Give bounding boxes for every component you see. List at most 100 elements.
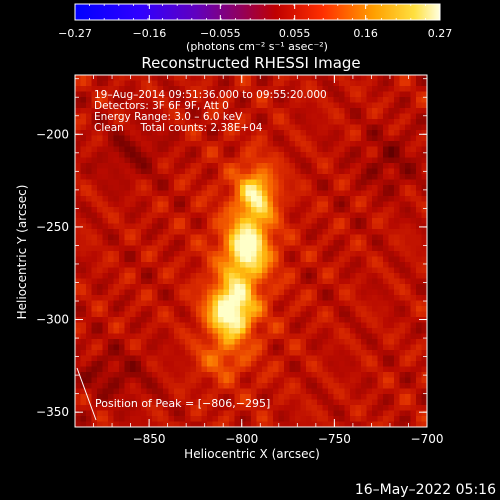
heatmap-cell <box>273 229 279 235</box>
heatmap-cell <box>223 179 230 186</box>
heatmap-cell <box>278 322 285 329</box>
heatmap-cell <box>267 372 274 378</box>
heatmap-cell <box>284 421 290 427</box>
heatmap-cell <box>311 317 318 323</box>
heatmap-cell <box>377 240 384 246</box>
heatmap-cell <box>311 410 318 417</box>
heatmap-cell <box>306 130 312 136</box>
heatmap-cell <box>196 267 202 274</box>
heatmap-cell <box>152 262 158 268</box>
heatmap-cell <box>377 295 384 301</box>
heatmap-cell <box>102 157 109 164</box>
heatmap-cell <box>190 119 197 125</box>
heatmap-cell <box>383 306 389 312</box>
heatmap-cell <box>135 146 142 153</box>
heatmap-cell <box>245 388 252 395</box>
heatmap-cell <box>267 394 274 400</box>
heatmap-cell <box>278 86 285 92</box>
heatmap-cell <box>278 350 285 356</box>
heatmap-cell <box>267 207 274 213</box>
heatmap-cell <box>339 410 345 417</box>
heatmap-cell <box>289 377 296 384</box>
heatmap-cell <box>289 355 296 362</box>
heatmap-cell <box>168 163 175 169</box>
heatmap-cell <box>207 179 213 186</box>
heatmap-cell <box>361 223 367 230</box>
heatmap-cell <box>190 229 197 235</box>
heatmap-cell <box>218 141 224 147</box>
heatmap-cell <box>152 196 158 202</box>
heatmap-cell <box>157 372 164 378</box>
heatmap-cell <box>190 355 197 362</box>
heatmap-cell <box>196 212 202 219</box>
heatmap-cell <box>119 306 125 312</box>
heatmap-cell <box>102 91 109 98</box>
heatmap-cell <box>174 355 180 362</box>
heatmap-cell <box>410 383 417 389</box>
heatmap-cell <box>306 223 312 230</box>
heatmap-cell <box>113 372 120 378</box>
heatmap-cell <box>366 372 373 378</box>
heatmap-cell <box>196 262 202 268</box>
heatmap-cell <box>218 251 224 257</box>
heatmap-cell <box>108 421 114 427</box>
heatmap-cell <box>234 146 241 153</box>
heatmap-cell <box>410 190 417 197</box>
heatmap-cell <box>141 273 147 279</box>
heatmap-cell <box>196 146 202 153</box>
heatmap-cell <box>410 339 417 345</box>
heatmap-cell <box>278 388 285 395</box>
heatmap-cell <box>410 75 417 81</box>
heatmap-cell <box>102 80 109 87</box>
heatmap-cell <box>212 311 219 318</box>
heatmap-cell <box>102 366 109 373</box>
heatmap-cell <box>311 212 318 219</box>
heatmap-cell <box>394 377 400 384</box>
heatmap-cell <box>75 273 81 279</box>
heatmap-cell <box>174 141 180 147</box>
heatmap-cell <box>240 146 246 153</box>
heatmap-cell <box>240 322 246 329</box>
heatmap-cell <box>174 410 180 417</box>
heatmap-cell <box>278 421 285 427</box>
heatmap-cell <box>306 229 312 235</box>
heatmap-cell <box>416 108 422 114</box>
heatmap-cell <box>306 350 312 356</box>
heatmap-cell <box>339 163 345 169</box>
heatmap-cell <box>86 372 92 378</box>
heatmap-cell <box>333 102 340 109</box>
heatmap-cell <box>86 218 92 224</box>
heatmap-cell <box>80 339 87 345</box>
heatmap-cell <box>207 223 213 230</box>
heatmap-cell <box>405 262 411 268</box>
heatmap-cell <box>394 240 400 246</box>
heatmap-cell <box>251 218 257 224</box>
heatmap-cell <box>295 311 301 318</box>
heatmap-cell <box>350 207 356 213</box>
heatmap-cell <box>372 421 378 427</box>
heatmap-cell <box>372 196 378 202</box>
heatmap-cell <box>344 355 351 362</box>
heatmap-cell <box>317 157 323 164</box>
heatmap-cell <box>251 306 257 312</box>
heatmap-cell <box>97 278 103 285</box>
heatmap-cell <box>394 102 400 109</box>
heatmap-cell <box>355 80 362 87</box>
heatmap-cell <box>410 223 417 230</box>
heatmap-cell <box>366 333 373 340</box>
heatmap-cell <box>328 212 334 219</box>
heatmap-cell <box>234 245 241 252</box>
heatmap-cell <box>113 306 120 312</box>
heatmap-cell <box>289 416 296 422</box>
heatmap-cell <box>388 372 395 378</box>
heatmap-cell <box>152 372 158 378</box>
heatmap-cell <box>394 289 400 296</box>
heatmap-cell <box>163 91 169 98</box>
heatmap-cell <box>152 240 158 246</box>
heatmap-cell <box>355 383 362 389</box>
heatmap-cell <box>344 157 351 164</box>
heatmap-cell <box>339 289 345 296</box>
heatmap-cell <box>163 278 169 285</box>
heatmap-cell <box>328 416 334 422</box>
heatmap-cell <box>410 267 417 274</box>
